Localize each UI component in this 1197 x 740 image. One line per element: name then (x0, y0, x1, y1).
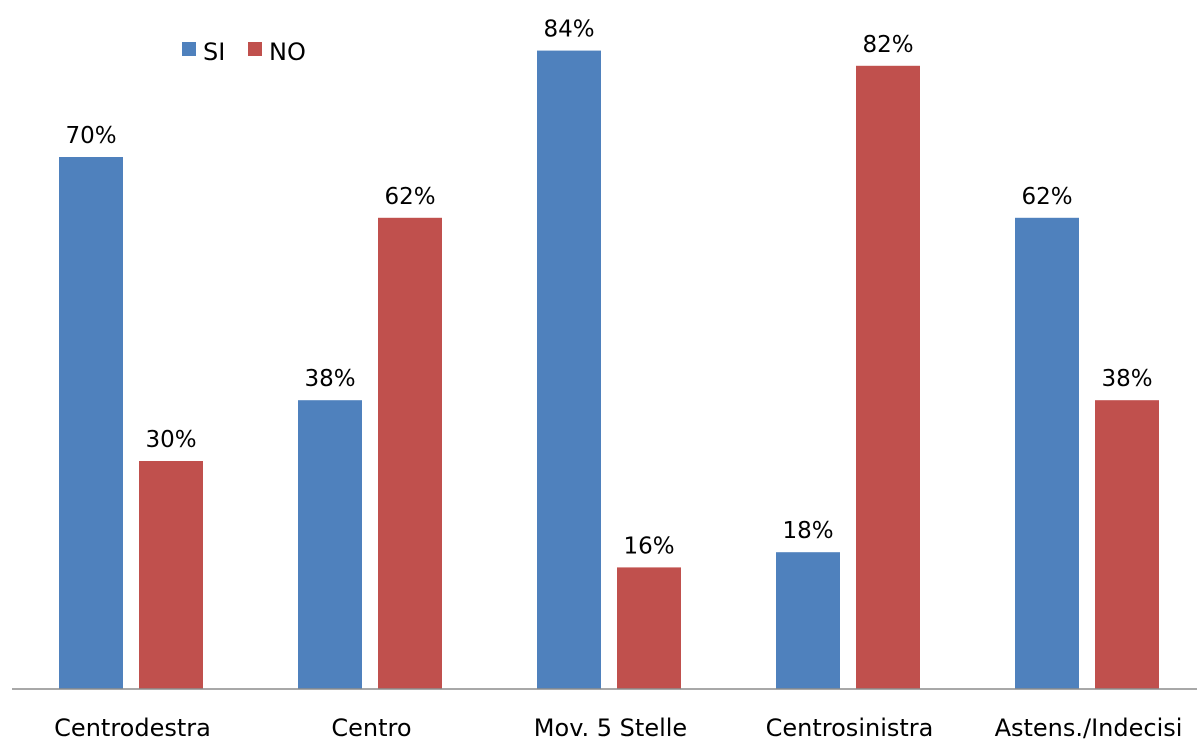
data-label-no-4: 82% (862, 32, 913, 58)
bar-si-5 (1015, 217, 1079, 690)
data-label-no-3: 16% (623, 533, 674, 559)
bar-si-3 (537, 50, 601, 690)
data-label-no-2: 62% (384, 184, 435, 210)
data-label-si-4: 18% (782, 518, 833, 544)
bar-no-5 (1095, 400, 1159, 689)
data-labels-group: 70% 30% 38% 62% 84% 16% 18% 82% 62% 38% (65, 17, 1152, 560)
x-tick-label-4: Centrosinistra (766, 714, 934, 740)
x-tick-label-1: Centrodestra (54, 714, 211, 740)
x-tick-label-5: Astens./Indecisi (995, 714, 1183, 740)
legend-label-no: NO (269, 38, 306, 66)
bars-group (59, 50, 1159, 690)
data-label-si-3: 84% (543, 17, 594, 43)
x-tick-label-2: Centro (331, 714, 411, 740)
legend: SI NO (182, 38, 306, 66)
bar-no-4 (856, 65, 920, 690)
bar-si-2 (298, 400, 362, 689)
legend-swatch-si (182, 42, 196, 56)
bar-no-1 (139, 461, 203, 689)
x-axis-tick-labels: Centrodestra Centro Mov. 5 Stelle Centrosin… (54, 714, 1182, 740)
bar-no-3 (617, 567, 681, 689)
data-label-no-5: 38% (1101, 366, 1152, 392)
bar-si-1 (59, 157, 123, 689)
data-label-no-1: 30% (145, 427, 196, 453)
x-tick-label-3: Mov. 5 Stelle (534, 714, 687, 740)
data-label-si-2: 38% (304, 366, 355, 392)
bar-si-4 (776, 552, 840, 689)
data-label-si-1: 70% (65, 123, 116, 149)
legend-swatch-no (248, 42, 262, 56)
bar-no-2 (378, 217, 442, 690)
legend-label-si: SI (203, 38, 225, 66)
data-label-si-5: 62% (1021, 184, 1072, 210)
